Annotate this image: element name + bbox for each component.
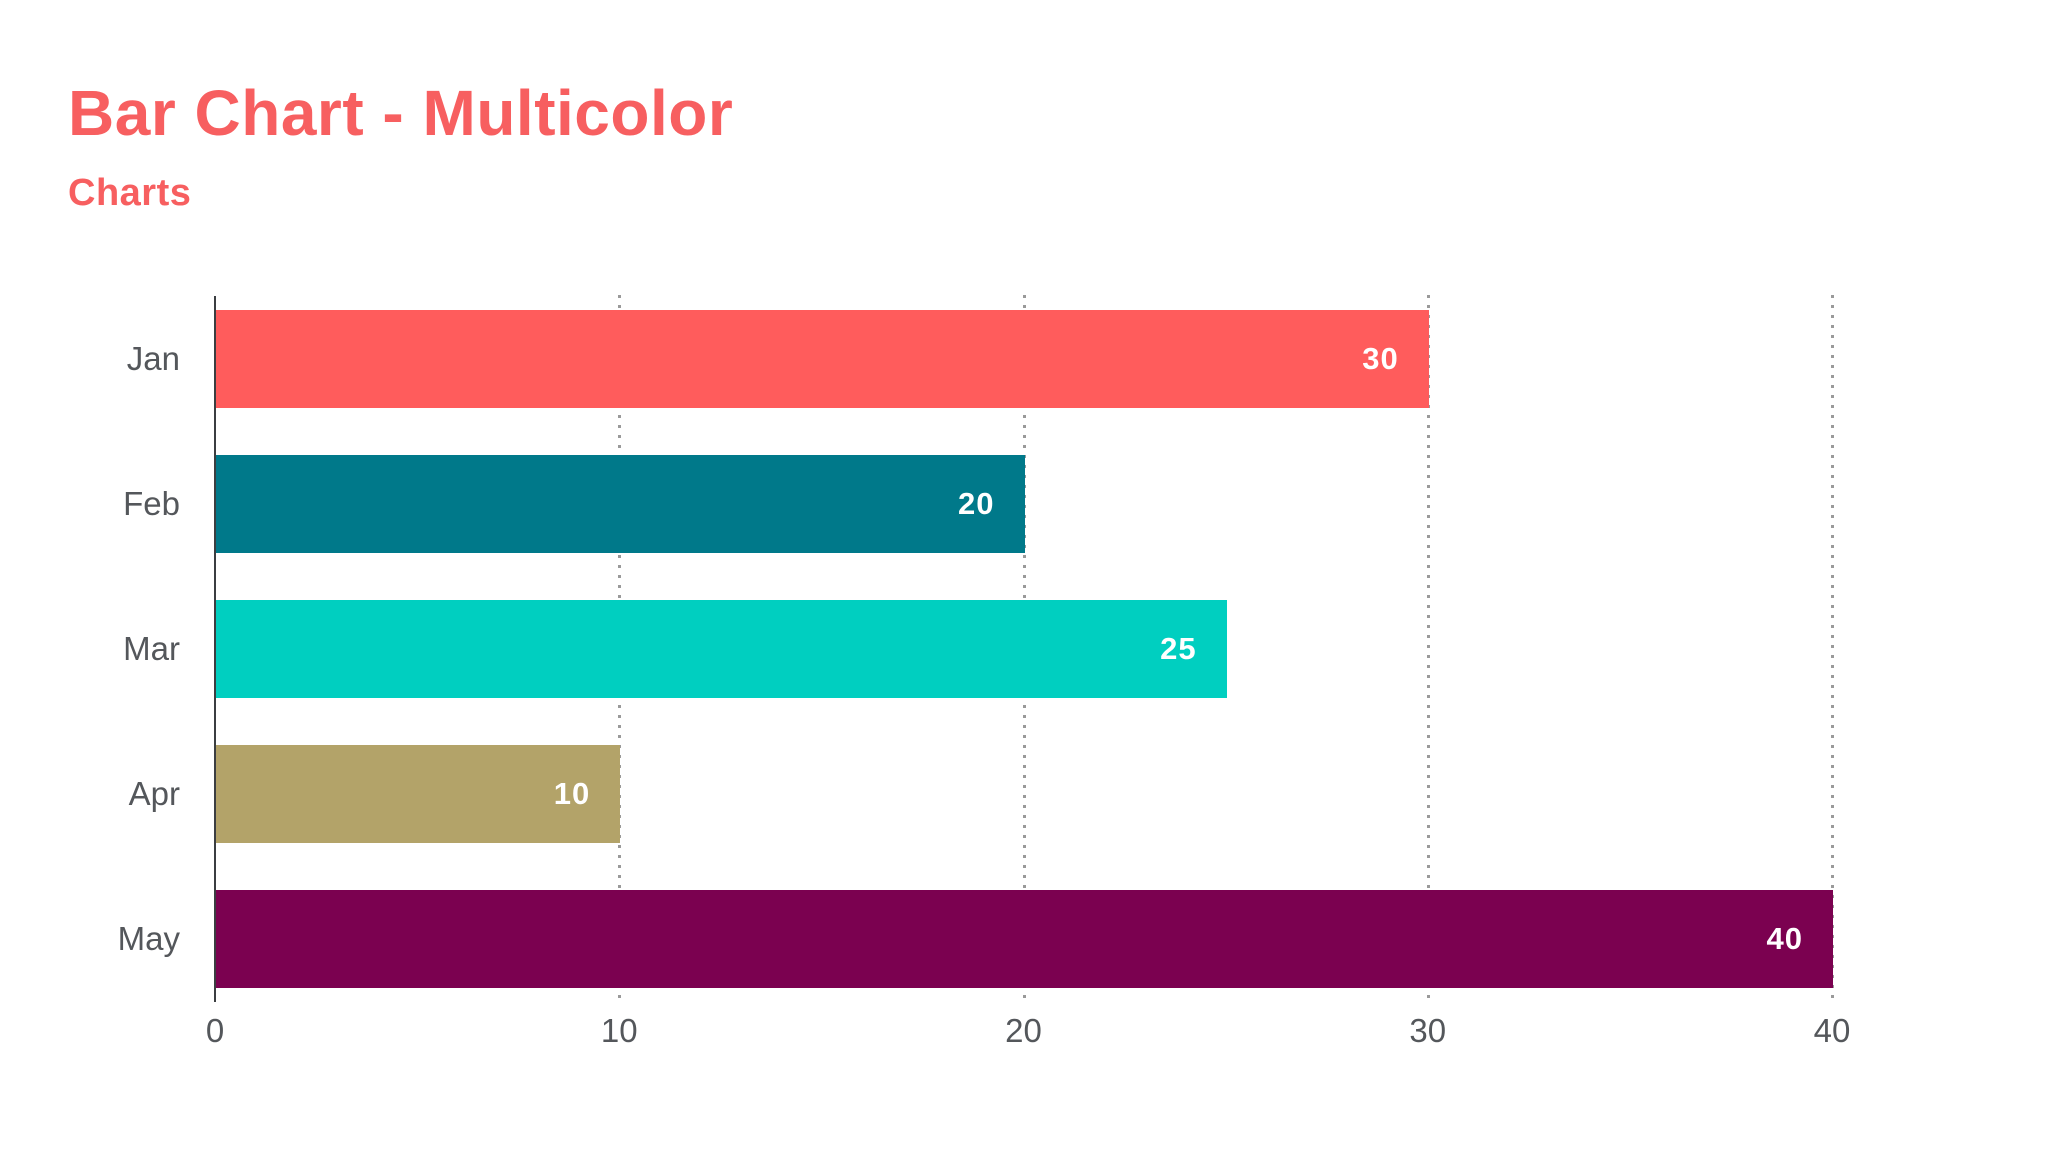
bar-value-label: 30 <box>1362 341 1399 376</box>
bar-value-label: 25 <box>1160 631 1197 666</box>
bar-mar[interactable]: 25 <box>216 600 1227 698</box>
bar-feb[interactable]: 20 <box>216 455 1025 553</box>
chart-subtitle: Charts <box>68 172 192 214</box>
category-label-may: May <box>117 920 180 957</box>
category-label-feb: Feb <box>123 485 180 522</box>
y-axis-line <box>214 296 216 1002</box>
chart-title: Bar Chart - Multicolor <box>68 77 734 149</box>
x-tick-label-0: 0 <box>205 1012 225 1049</box>
category-label-mar: Mar <box>123 630 180 667</box>
category-label-jan: Jan <box>126 340 180 377</box>
gridline-30 <box>1426 295 1430 1002</box>
x-tick-label-10: 10 <box>600 1012 638 1049</box>
bar-apr[interactable]: 10 <box>216 745 621 843</box>
x-tick-label-40: 40 <box>1813 1012 1851 1049</box>
bar-value-label: 40 <box>1766 921 1803 956</box>
x-tick-label-20: 20 <box>1005 1012 1042 1049</box>
bar-jan[interactable]: 30 <box>216 310 1429 408</box>
category-label-apr: Apr <box>128 775 180 812</box>
x-tick-label-30: 30 <box>1409 1012 1447 1049</box>
bar-value-label: 10 <box>553 776 591 811</box>
gridline-40 <box>1831 295 1834 1002</box>
bar-value-label: 20 <box>958 486 995 521</box>
bar-may[interactable]: 40 <box>216 890 1833 988</box>
